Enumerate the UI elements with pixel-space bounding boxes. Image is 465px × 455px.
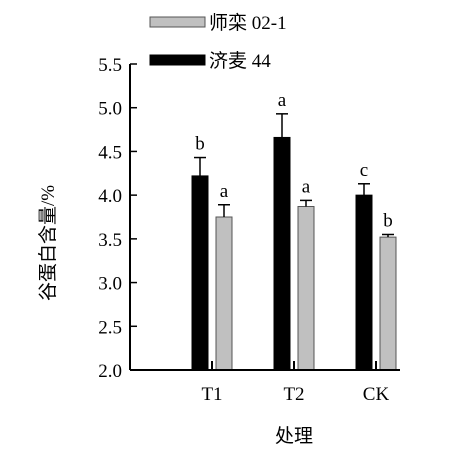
legend-label: 师栾 02-1	[209, 12, 287, 34]
y-axis-label: 谷蛋白含量/%	[37, 185, 59, 301]
x-tick-label: CK	[363, 384, 390, 405]
y-tick-label: 4.0	[98, 186, 122, 207]
bar-shiluan02-1-CK	[379, 236, 397, 371]
y-tick-label: 2.0	[98, 361, 122, 382]
y-axis: 2.0 2.5 3.0 3.5 4.0 4.5 5.0 5.5	[98, 55, 137, 382]
y-tick-label: 3.0	[98, 274, 122, 295]
significance-letter: b	[195, 134, 205, 155]
bar-jimai44-T2	[273, 136, 291, 371]
legend-swatch	[149, 16, 206, 28]
y-tick-label: 2.5	[98, 317, 122, 338]
y-tick-label: 3.5	[98, 230, 122, 251]
significance-letter: a	[302, 176, 311, 197]
bar-jimai44-CK	[355, 194, 373, 371]
bar-jimai44-T1	[191, 175, 209, 371]
legend-label: 济麦 44	[209, 50, 271, 72]
bars: b a a a c b	[191, 90, 397, 371]
x-tick-label: T2	[283, 384, 304, 405]
significance-letter: a	[220, 181, 229, 202]
x-tick-label: T1	[201, 384, 222, 405]
x-axis: T1 T2 CK	[130, 361, 400, 405]
y-tick-label: 5.0	[98, 99, 122, 120]
significance-letter: a	[278, 90, 287, 111]
significance-letter: c	[360, 160, 368, 181]
bar-shiluan02-1-T2	[297, 206, 315, 371]
x-axis-label: 处理	[275, 425, 313, 447]
y-tick-label: 5.5	[98, 55, 122, 76]
significance-letter: b	[383, 210, 393, 231]
legend-swatch	[149, 54, 206, 66]
bar-shiluan02-1-T1	[215, 216, 233, 371]
y-tick-label: 4.5	[98, 142, 122, 163]
legend: 师栾 02-1 济麦 44	[149, 12, 287, 72]
